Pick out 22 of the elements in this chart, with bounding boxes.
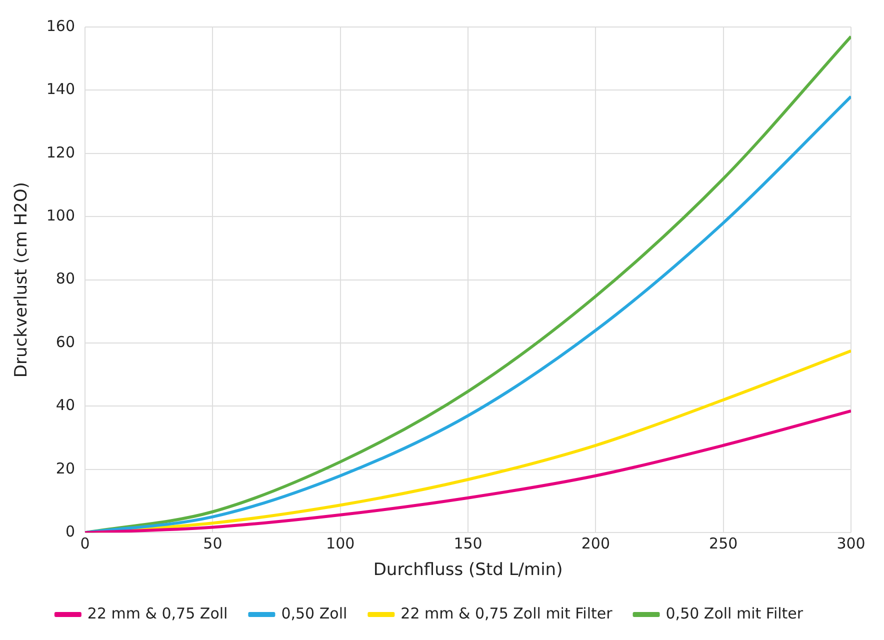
x-tick-label: 150 — [454, 534, 482, 552]
y-tick-label: 160 — [46, 16, 76, 35]
legend-label: 0,50 Zoll mit Filter — [666, 604, 804, 622]
x-tick-label: 250 — [709, 534, 738, 552]
legend-label: 0,50 Zoll — [281, 604, 348, 622]
x-axis-title: Durchfluss (Std L/min) — [373, 560, 563, 580]
y-tick-label: 120 — [46, 143, 76, 162]
y-tick-label: 20 — [56, 459, 76, 478]
x-tick-label: 200 — [581, 534, 610, 552]
x-tick-label: 50 — [203, 534, 222, 552]
legend-label: 22 mm & 0,75 Zoll — [87, 604, 228, 622]
y-tick-label: 100 — [46, 206, 76, 224]
y-tick-label: 0 — [65, 522, 76, 540]
y-tick-label: 80 — [56, 270, 76, 288]
y-tick-label: 60 — [56, 332, 76, 351]
y-tick-label: 140 — [46, 80, 76, 98]
legend-label: 22 mm & 0,75 Zoll mit Filter — [400, 604, 614, 622]
y-axis-title: Druckverlust (cm H2O) — [12, 182, 32, 378]
y-tick-label: 40 — [56, 396, 76, 414]
x-tick-label: 300 — [836, 534, 866, 552]
x-tick-label: 0 — [80, 534, 90, 552]
x-tick-label: 100 — [326, 534, 355, 552]
